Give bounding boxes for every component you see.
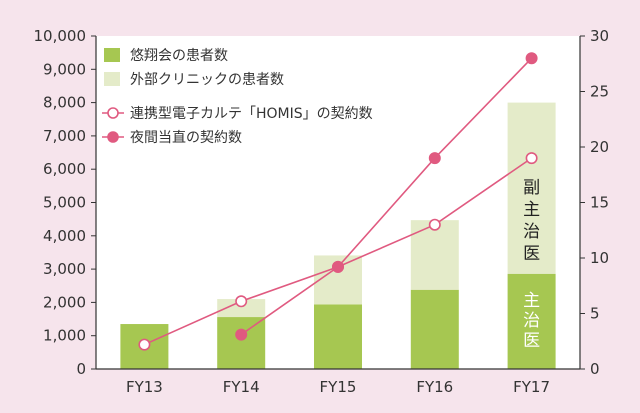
bar-own-patients-fy17 [507, 273, 556, 369]
legend-marker-0 [107, 107, 119, 119]
right-tick-label: 15 [590, 194, 609, 212]
left-tick-label: 2,000 [43, 293, 86, 311]
annotation-lower-char: 治 [523, 311, 540, 331]
right-tick-label: 0 [590, 360, 600, 378]
left-tick-label: 5,000 [43, 194, 86, 212]
annotation-upper-char: 治 [523, 222, 540, 242]
left-tick-label: 3,000 [43, 260, 86, 278]
point-homis-4 [525, 152, 538, 165]
legend-label-0: 悠翔会の患者数 [130, 48, 228, 64]
lines-layer [138, 52, 538, 351]
legend-swatch-1 [104, 72, 120, 86]
point-homis-1 [235, 295, 248, 308]
line-night-duty-contracts [240, 57, 533, 336]
left-tick-label: 0 [76, 360, 86, 378]
right-tick-label: 5 [590, 305, 600, 323]
annotation-upper-char: 副 [523, 178, 540, 198]
bar-own-patients-fy16 [410, 289, 459, 369]
x-tick-label: FY14 [223, 378, 260, 396]
left-tick-labels: 0 1,000 2,000 3,000 4,000 5,000 6,000 7,000 8,00… [34, 27, 96, 378]
x-tick-labels: FY13 FY14 FY15 FY16 FY17 [126, 378, 550, 396]
left-tick-label: 1,000 [43, 327, 86, 345]
bars-layer [120, 102, 556, 369]
right-tick-label: 20 [590, 138, 609, 156]
legend-line-label-1: 夜間当直の契約数 [130, 129, 242, 146]
left-tick-label: 6,000 [43, 160, 86, 178]
left-tick-label: 10,000 [34, 27, 87, 45]
point-homis-3 [428, 218, 441, 231]
point-night-duty-2 [428, 152, 441, 165]
annotation-lower-char: 医 [523, 331, 540, 351]
annotation-upper-char: 医 [523, 244, 540, 264]
left-tick-label: 4,000 [43, 227, 86, 245]
point-night-duty-0 [235, 328, 248, 341]
point-night-duty-1 [331, 260, 344, 273]
x-tick-label: FY17 [513, 378, 550, 396]
left-tick-label: 7,000 [43, 127, 86, 145]
right-tick-label: 30 [590, 27, 609, 45]
legend: 悠翔会の患者数外部クリニックの患者数連携型電子カルテ「HOMIS」の契約数夜間当… [102, 48, 373, 146]
bar-external-patients-fy14 [217, 299, 266, 318]
legend-swatch-0 [104, 48, 120, 62]
legend-marker-1 [107, 131, 119, 143]
right-tick-label: 25 [590, 83, 609, 101]
right-tick-label: 10 [590, 249, 609, 267]
legend-label-1: 外部クリニックの患者数 [130, 72, 284, 88]
x-tick-label: FY13 [126, 378, 163, 396]
x-tick-label: FY16 [416, 378, 453, 396]
x-tick-label: FY15 [320, 378, 357, 396]
right-tick-labels: 0 5 10 15 20 25 30 [580, 27, 609, 378]
point-night-duty-3 [525, 52, 538, 65]
annotation-upper-char: 主 [523, 200, 540, 220]
bar-own-patients-fy15 [314, 304, 362, 369]
bar-own-patients-fy14 [217, 317, 266, 369]
annotation-lower-char: 主 [523, 291, 540, 311]
bar-external-patients-fy17 [507, 102, 556, 274]
left-tick-label: 9,000 [43, 60, 86, 78]
point-homis-0 [138, 338, 151, 351]
legend-line-label-0: 連携型電子カルテ「HOMIS」の契約数 [130, 106, 373, 122]
left-tick-label: 8,000 [43, 94, 86, 112]
